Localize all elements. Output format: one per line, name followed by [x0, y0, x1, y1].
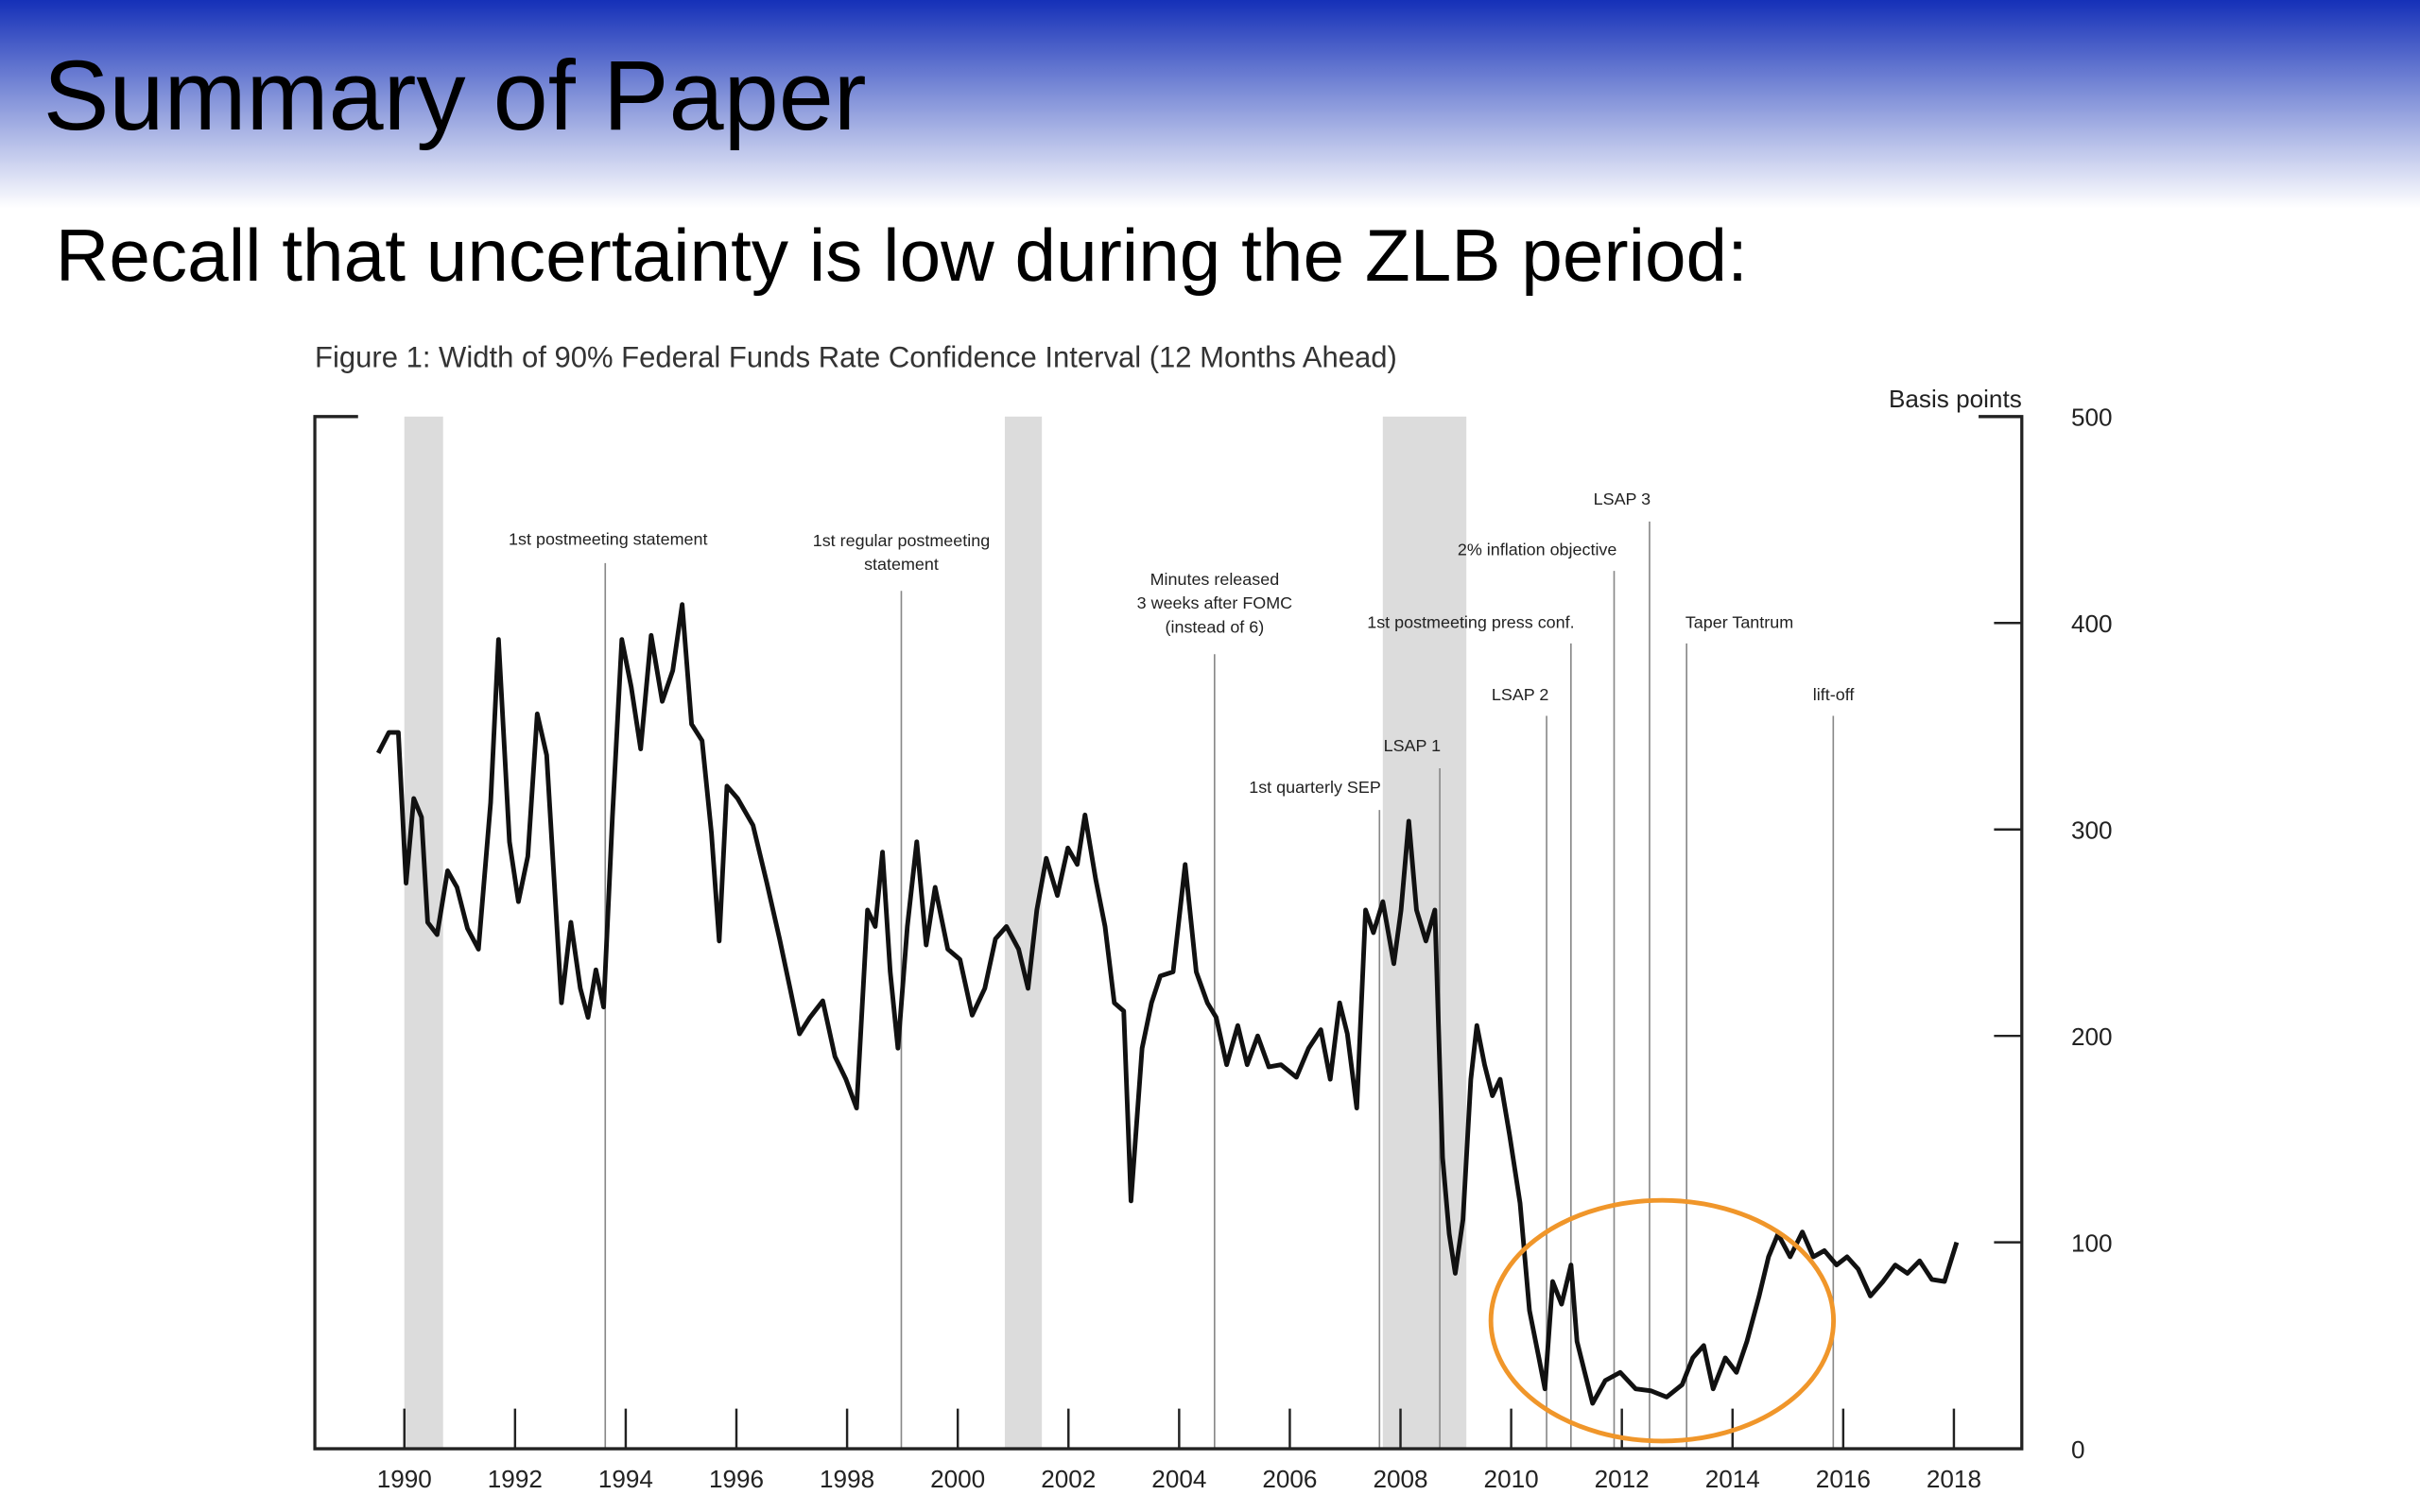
annotation-label: Minutes released: [1150, 570, 1280, 589]
annotation-label: LSAP 3: [1594, 490, 1651, 508]
annotation-label: (instead of 6): [1166, 617, 1265, 636]
y-tick-label: 200: [2071, 1022, 2113, 1051]
y-tick-label: 400: [2071, 610, 2113, 638]
x-tick-label: 2006: [1262, 1465, 1317, 1493]
annotation-label: statement: [864, 555, 939, 574]
x-tick-label: 1994: [598, 1465, 653, 1493]
annotation-label: 1st postmeeting press conf.: [1367, 612, 1574, 631]
x-tick-label: 2012: [1595, 1465, 1650, 1493]
x-tick-label: 2018: [1927, 1465, 1981, 1493]
slide-title: Summary of Paper: [43, 41, 867, 151]
x-tick-label: 2010: [1484, 1465, 1539, 1493]
x-tick-label: 1990: [377, 1465, 432, 1493]
x-tick-label: 1998: [820, 1465, 874, 1493]
y-tick-label: 0: [2071, 1435, 2085, 1464]
annotation-label: 1st postmeeting statement: [509, 529, 707, 548]
x-tick-label: 2014: [1705, 1465, 1760, 1493]
x-tick-label: 1992: [488, 1465, 543, 1493]
annotation-label: LSAP 1: [1384, 736, 1442, 755]
y-tick-label: 300: [2071, 816, 2113, 845]
x-tick-label: 1996: [709, 1465, 764, 1493]
annotation-label: lift-off: [1813, 685, 1856, 704]
y-tick-label: 500: [2071, 404, 2113, 432]
y-axis-label: Basis points: [1889, 385, 2022, 413]
annotation-label: Taper Tantrum: [1685, 612, 1793, 631]
header-band: [0, 0, 2420, 209]
x-tick-label: 2004: [1151, 1465, 1206, 1493]
annotation-label: LSAP 2: [1492, 685, 1549, 704]
x-tick-label: 2000: [930, 1465, 985, 1493]
x-tick-label: 2008: [1373, 1465, 1427, 1493]
x-tick-label: 2002: [1041, 1465, 1096, 1493]
x-tick-label: 2016: [1816, 1465, 1871, 1493]
annotation-label: 1st regular postmeeting: [813, 531, 990, 550]
chart-title: Figure 1: Width of 90% Federal Funds Rat…: [315, 341, 1397, 374]
plot: 1st postmeeting statement 1st regular pos…: [313, 404, 2113, 1493]
annotation-label: 2% inflation objective: [1458, 541, 1617, 559]
data-line: [375, 602, 1960, 1406]
slide-subtitle: Recall that uncertainty is low during th…: [56, 214, 1748, 297]
highlight-circle: [1488, 1197, 1837, 1444]
annotation-label: 1st quarterly SEP: [1249, 778, 1381, 797]
y-tick-label: 100: [2071, 1228, 2113, 1257]
annotation-label: 3 weeks after FOMC: [1137, 593, 1293, 612]
